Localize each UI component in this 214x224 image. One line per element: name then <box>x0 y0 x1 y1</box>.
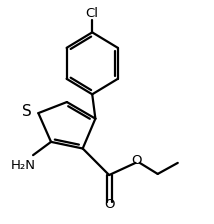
Text: O: O <box>131 154 142 167</box>
Text: H₂N: H₂N <box>11 159 36 172</box>
Text: Cl: Cl <box>86 7 99 20</box>
Text: S: S <box>22 104 32 119</box>
Text: O: O <box>104 198 114 211</box>
